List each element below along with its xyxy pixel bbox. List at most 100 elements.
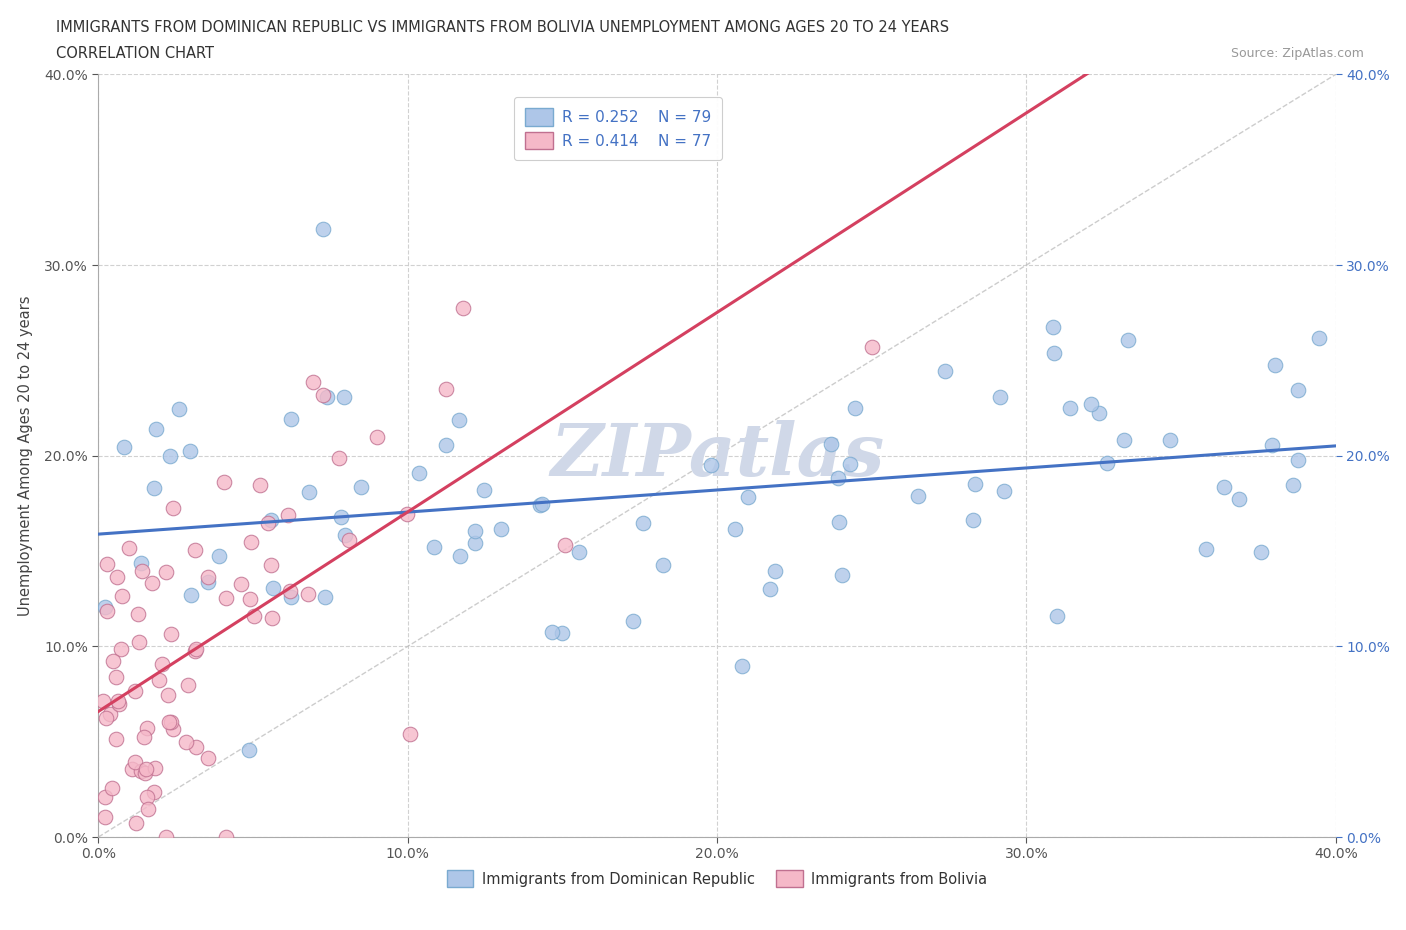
Point [423, 540, 446, 555]
Point [179, 444, 201, 458]
Point [831, 567, 853, 582]
Point [464, 524, 486, 538]
Point [94, 810, 117, 825]
Point [366, 430, 388, 445]
Point [737, 490, 759, 505]
Point [1282, 477, 1305, 492]
Point [724, 522, 747, 537]
Text: IMMIGRANTS FROM DOMINICAN REPUBLIC VS IMMIGRANTS FROM BOLIVIA UNEMPLOYMENT AMONG: IMMIGRANTS FROM DOMINICAN REPUBLIC VS IM… [56, 20, 949, 35]
Point [94, 711, 117, 725]
Point [963, 477, 986, 492]
Point [160, 714, 183, 729]
Point [1261, 437, 1284, 452]
Point [184, 542, 207, 557]
Point [449, 548, 471, 563]
Point [700, 458, 723, 472]
Point [1286, 452, 1309, 467]
Point [759, 582, 782, 597]
Point [112, 440, 135, 455]
Point [1227, 491, 1250, 506]
Point [464, 536, 486, 551]
Text: ZIPatlas: ZIPatlas [550, 420, 884, 491]
Point [1159, 433, 1181, 448]
Point [820, 436, 842, 451]
Point [839, 456, 862, 471]
Point [827, 471, 849, 485]
Point [124, 754, 146, 769]
Point [1042, 319, 1064, 334]
Point [180, 588, 202, 603]
Point [197, 575, 219, 590]
Point [197, 751, 219, 765]
Point [1264, 358, 1286, 373]
Point [350, 479, 373, 494]
Point [167, 402, 190, 417]
Point [214, 474, 236, 489]
Point [262, 580, 284, 595]
Point [260, 611, 283, 626]
Point [993, 484, 1015, 498]
Point [1059, 401, 1081, 416]
Point [98, 707, 121, 722]
Point [105, 569, 128, 584]
Point [529, 498, 551, 512]
Point [184, 740, 207, 755]
Point [96, 604, 118, 618]
Point [155, 830, 177, 844]
Point [447, 413, 470, 428]
Point [157, 688, 180, 703]
Point [108, 697, 131, 711]
Point [333, 390, 356, 405]
Text: CORRELATION CHART: CORRELATION CHART [56, 46, 214, 61]
Point [128, 634, 150, 649]
Point [540, 625, 562, 640]
Point [111, 589, 134, 604]
Point [1087, 405, 1109, 420]
Point [298, 485, 321, 499]
Point [844, 400, 866, 415]
Point [186, 642, 208, 657]
Point [1112, 432, 1135, 447]
Point [621, 613, 644, 628]
Point [489, 522, 512, 537]
Point [763, 564, 786, 578]
Point [1080, 397, 1102, 412]
Point [125, 816, 148, 830]
Point [434, 437, 457, 452]
Point [1097, 456, 1119, 471]
Point [118, 540, 141, 555]
Point [101, 653, 124, 668]
Point [129, 764, 152, 778]
Point [249, 478, 271, 493]
Point [174, 735, 197, 750]
Point [184, 644, 207, 658]
Point [121, 762, 143, 777]
Point [472, 483, 495, 498]
Point [301, 375, 323, 390]
Point [962, 513, 984, 528]
Point [229, 577, 252, 591]
Point [136, 720, 159, 735]
Point [1118, 333, 1140, 348]
Point [243, 608, 266, 623]
Point [335, 527, 357, 542]
Point [451, 300, 474, 315]
Point [260, 512, 283, 527]
Point [990, 390, 1012, 405]
Point [934, 363, 956, 378]
Legend: Immigrants from Dominican Republic, Immigrants from Bolivia: Immigrants from Dominican Republic, Immi… [439, 863, 995, 895]
Point [316, 390, 339, 405]
Point [145, 421, 167, 436]
Point [143, 784, 166, 799]
Point [104, 670, 127, 684]
Point [214, 591, 236, 605]
Point [398, 727, 420, 742]
Point [1212, 480, 1234, 495]
Point [311, 387, 333, 402]
Point [135, 762, 157, 777]
Point [134, 730, 156, 745]
Point [136, 790, 159, 804]
Point [148, 672, 170, 687]
Point [259, 557, 281, 572]
Point [530, 497, 553, 512]
